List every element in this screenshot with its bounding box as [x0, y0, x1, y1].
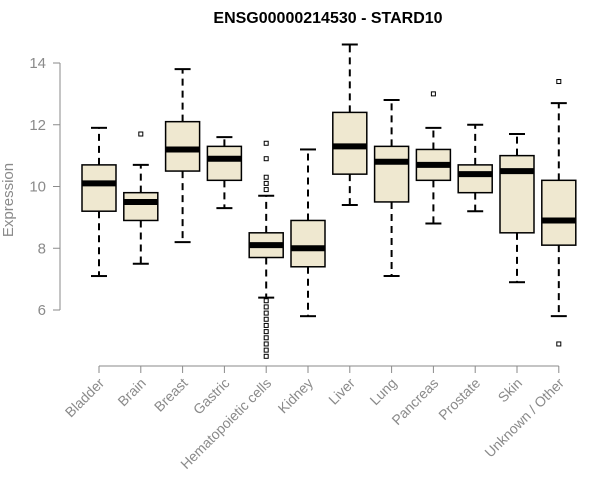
x-tick-label: Brain: [114, 375, 148, 409]
y-axis: 6 8 10 12 14: [29, 55, 61, 319]
iqr-box: [499, 154, 535, 234]
box-skin: [499, 133, 535, 284]
iqr-box: [290, 219, 326, 268]
x-tick-label: Liver: [325, 375, 358, 408]
box-pancreas: [415, 91, 452, 225]
x-tick-label: Prostate: [435, 375, 483, 423]
outlier-point: [263, 187, 269, 193]
outlier-point: [263, 174, 269, 180]
y-axis-label: Expression: [0, 163, 17, 237]
outlier-point: [263, 180, 269, 186]
iqr-box: [164, 120, 201, 172]
outlier-point: [263, 316, 269, 322]
outlier-point: [263, 347, 269, 353]
y-tick-label: 14: [29, 55, 46, 72]
iqr-box: [457, 164, 493, 194]
box-prostate: [457, 123, 493, 213]
outlier-point: [263, 353, 269, 359]
x-tick-label: Kidney: [275, 375, 317, 417]
y-tick-label: 10: [29, 179, 46, 196]
x-tick-label: Unknown / Other: [481, 375, 567, 461]
y-tick-label: 8: [38, 240, 46, 257]
box-lung: [373, 99, 410, 278]
outlier-point: [430, 91, 436, 97]
x-tick-label: Skin: [495, 375, 526, 406]
box-bladder: [81, 126, 117, 278]
outlier-point: [263, 298, 269, 304]
iqr-box: [541, 179, 577, 246]
outlier-point: [263, 322, 269, 328]
outlier-point: [263, 140, 269, 146]
box-liver: [332, 43, 368, 207]
outlier-point: [556, 79, 562, 85]
box-brain: [123, 131, 159, 265]
outlier-point: [263, 310, 269, 316]
box-breast: [164, 68, 201, 244]
box-gastric: [206, 136, 243, 210]
outlier-point: [263, 341, 269, 347]
x-tick-label: Breast: [151, 375, 191, 415]
y-tick-label: 12: [29, 117, 46, 134]
iqr-box: [206, 145, 243, 182]
outlier-point: [263, 335, 269, 341]
box-unknown-other: [541, 79, 577, 347]
x-tick-label: Bladder: [62, 375, 108, 421]
chart-title: ENSG00000214530 - STARD10: [213, 10, 442, 27]
outlier-point: [138, 131, 144, 137]
box-hematopoietic-cells: [248, 140, 284, 359]
iqr-box: [81, 164, 117, 212]
iqr-box: [332, 111, 368, 175]
x-tick-label: Lung: [366, 375, 399, 408]
outlier-point: [263, 304, 269, 310]
iqr-box: [373, 145, 410, 203]
outlier-point: [263, 329, 269, 335]
outlier-point: [263, 156, 269, 162]
boxes-layer: [81, 43, 577, 359]
outlier-point: [556, 341, 562, 347]
box-kidney: [290, 148, 326, 318]
y-tick-label: 6: [38, 302, 46, 319]
iqr-box: [123, 191, 159, 222]
